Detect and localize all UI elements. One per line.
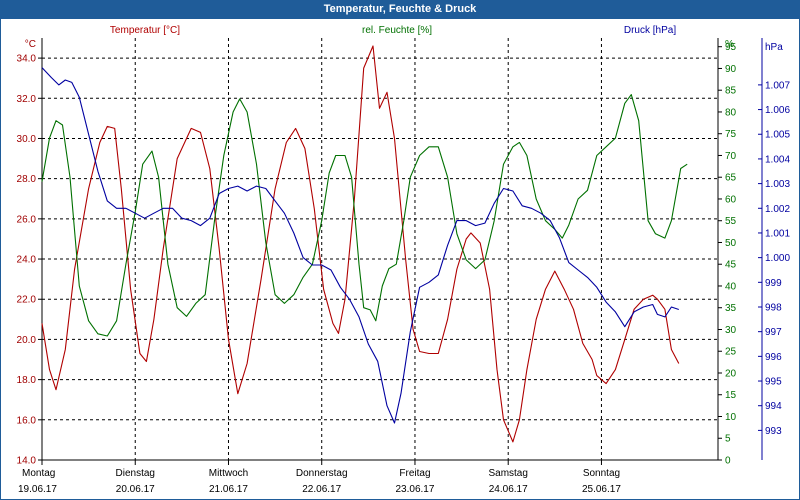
- pressure-axis-ticks: 993 994 995 996 997 998 999 1.000 1.001 1.002 1.00…: [758, 80, 790, 437]
- pressure-tick-label: 1.007: [765, 80, 790, 91]
- temperature-tick-label: 34.0: [17, 54, 37, 65]
- humidity-tick-label: 70: [725, 151, 737, 162]
- series-line: [41, 94, 688, 337]
- pressure-tick-label: 994: [765, 401, 782, 412]
- pressure-tick-label: 999: [765, 278, 782, 289]
- temperature-tick-label: 18.0: [17, 375, 37, 386]
- pressure-tick-label: 993: [765, 426, 782, 437]
- x-day-label: Mittwoch: [209, 468, 248, 479]
- temperature-tick-label: 20.0: [17, 335, 37, 346]
- humidity-tick-label: 60: [725, 194, 737, 205]
- pressure-tick-label: 1.002: [765, 204, 790, 215]
- pressure-tick-label: 1.004: [765, 154, 790, 165]
- humidity-tick-label: 90: [725, 64, 737, 75]
- temperature-tick-label: 32.0: [17, 94, 37, 105]
- pressure-tick-label: 1.000: [765, 253, 790, 264]
- x-date-label: 20.06.17: [116, 484, 155, 495]
- humidity-tick-label: 0: [725, 456, 731, 467]
- temperature-tick-label: 26.0: [17, 214, 37, 225]
- pressure-tick-label: 1.001: [765, 228, 790, 239]
- series-line: [41, 45, 680, 443]
- temperature-tick-label: 28.0: [17, 174, 37, 185]
- x-day-label: Freitag: [399, 468, 430, 479]
- axes: [41, 38, 763, 461]
- humidity-tick-label: 35: [725, 303, 737, 314]
- pressure-tick-label: 1.005: [765, 130, 790, 141]
- temperature-tick-label: 30.0: [17, 134, 37, 145]
- humidity-tick-label: 80: [725, 107, 737, 118]
- series-line: [41, 67, 679, 424]
- x-date-label: 21.06.17: [209, 484, 248, 495]
- humidity-tick-label: 15: [725, 390, 737, 401]
- pressure-tick-label: 997: [765, 327, 782, 338]
- pressure-tick-label: 1.003: [765, 179, 790, 190]
- pressure-unit-label: hPa: [765, 42, 783, 53]
- x-day-label: Sonntag: [583, 468, 620, 479]
- series-header-label: rel. Feuchte [%]: [362, 25, 432, 36]
- series-lines: [41, 45, 688, 443]
- temperature-tick-label: 16.0: [17, 415, 37, 426]
- x-axis-labels: Montag 19.06.17 Dienstag 20.06.17 Mittwoch 21…: [18, 460, 621, 495]
- x-date-label: 22.06.17: [302, 484, 341, 495]
- x-date-label: 23.06.17: [395, 484, 434, 495]
- x-date-label: 24.06.17: [489, 484, 528, 495]
- x-day-label: Dienstag: [116, 468, 155, 479]
- humidity-tick-label: 5: [725, 434, 731, 445]
- temperature-tick-label: 24.0: [17, 255, 37, 266]
- pressure-tick-label: 998: [765, 302, 782, 313]
- pressure-tick-label: 995: [765, 377, 782, 388]
- humidity-tick-label: 40: [725, 281, 737, 292]
- temperature-axis-ticks: 14.0 16.0 18.0 20.0 22.0 24.0 26.0 28.0 30.0 32.0…: [17, 54, 42, 467]
- humidity-tick-label: 50: [725, 238, 737, 249]
- temperature-tick-label: 22.0: [17, 295, 37, 306]
- humidity-axis-ticks: 0 5 10 15 20 25 30 35 40 45 50 55 60 65 70 75 80 85 90 95: [718, 42, 737, 467]
- humidity-tick-label: 30: [725, 325, 737, 336]
- gridlines: [42, 38, 718, 461]
- humidity-tick-label: 45: [725, 260, 737, 271]
- x-date-label: 19.06.17: [18, 484, 57, 495]
- humidity-tick-label: 20: [725, 368, 737, 379]
- temperature-unit-label: °C: [25, 39, 36, 50]
- humidity-tick-label: 75: [725, 129, 737, 140]
- humidity-unit-label: %: [725, 39, 734, 50]
- x-day-label: Montag: [22, 468, 55, 479]
- pressure-tick-label: 996: [765, 352, 782, 363]
- humidity-tick-label: 10: [725, 412, 737, 423]
- humidity-tick-label: 65: [725, 173, 737, 184]
- humidity-tick-label: 25: [725, 347, 737, 358]
- axis-headers: °C% hPa Temperatur [°C] rel. Feuchte [%] Dru…: [25, 25, 783, 53]
- humidity-tick-label: 95: [725, 42, 737, 53]
- x-date-label: 25.06.17: [582, 484, 621, 495]
- chart-title: Temperatur, Feuchte & Druck: [0, 0, 800, 19]
- humidity-tick-label: 85: [725, 86, 737, 97]
- series-header-label: Temperatur [°C]: [110, 25, 180, 36]
- x-day-label: Donnerstag: [296, 468, 348, 479]
- temperature-tick-label: 14.0: [17, 456, 37, 467]
- series-header-label: Druck [hPa]: [624, 25, 676, 36]
- pressure-tick-label: 1.006: [765, 105, 790, 116]
- humidity-tick-label: 55: [725, 216, 737, 227]
- x-day-label: Samstag: [488, 468, 527, 479]
